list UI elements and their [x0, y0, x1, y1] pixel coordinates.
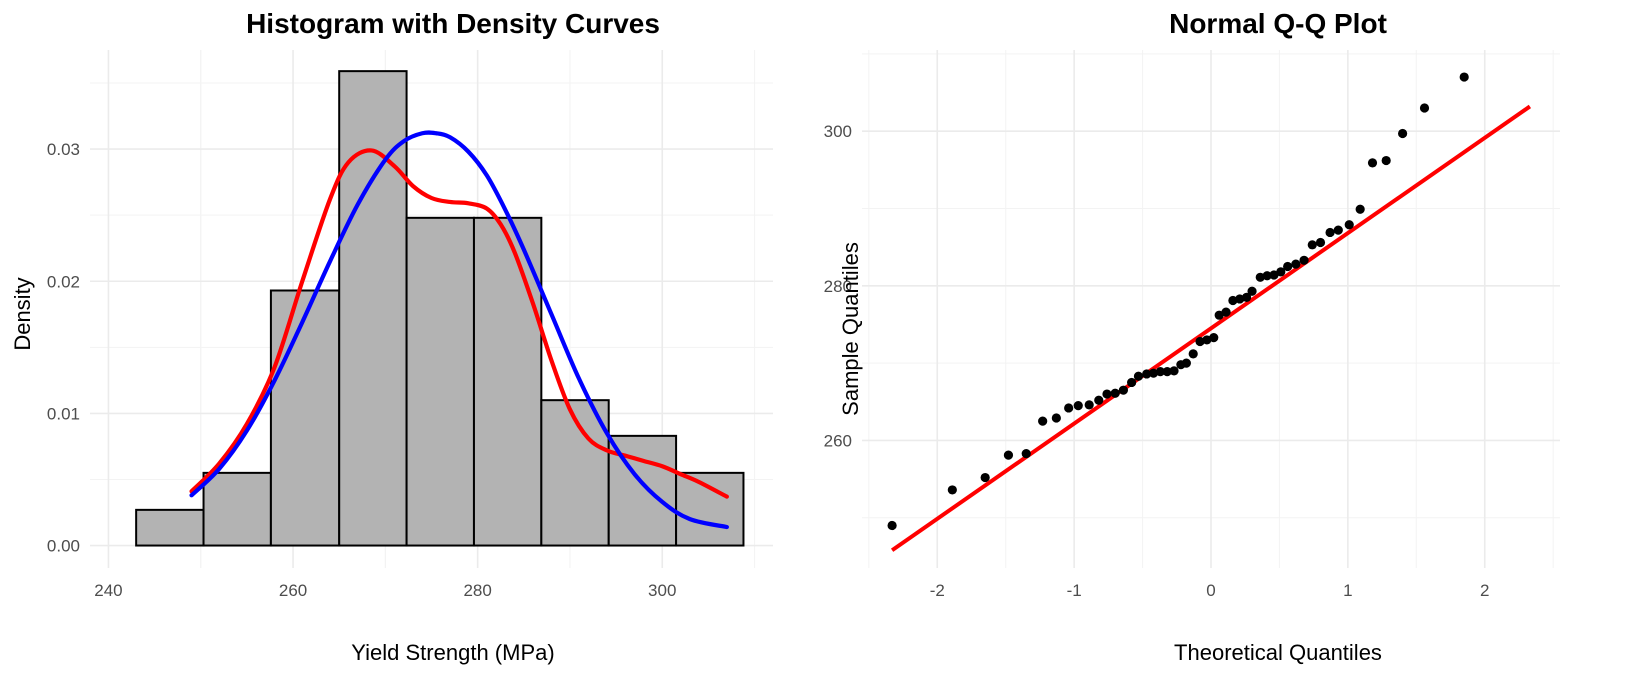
qq-point: [1127, 377, 1137, 388]
qq-point: [1459, 72, 1469, 82]
qq-point: [1195, 336, 1205, 347]
x-tick-label: 240: [94, 581, 122, 600]
qq-point: [1344, 220, 1354, 230]
y-tick-label: 260: [824, 431, 852, 450]
x-tick-label: 2: [1480, 581, 1489, 600]
qq-point: [1247, 286, 1257, 296]
histogram-bar: [202, 471, 272, 547]
qq-point: [1021, 448, 1031, 459]
x-tick-label: -2: [930, 581, 945, 600]
qq-point: [1214, 310, 1224, 320]
qq-title: Normal Q-Q Plot: [1169, 8, 1387, 39]
qq-points: [887, 72, 1469, 531]
qq-point: [1188, 349, 1198, 359]
qq-point: [1398, 128, 1408, 139]
qq-point: [1142, 369, 1152, 379]
qq-point: [1283, 261, 1293, 272]
y-tick-label: 280: [824, 277, 852, 296]
x-tick-label: 260: [279, 581, 307, 600]
histogram-bar: [675, 471, 745, 547]
qq-point: [1155, 367, 1165, 377]
qq-point: [1148, 368, 1159, 378]
histogram-y-tick-labels: 0.00 0.01 0.02 0.03: [47, 140, 80, 555]
qq-reference-line-group: [890, 104, 1532, 552]
qq-point: [1325, 227, 1335, 238]
qq-point: [1094, 395, 1104, 405]
qq-x-tick-labels: -2 -1 0 1 2: [930, 581, 1490, 600]
x-tick-label: 280: [463, 581, 491, 600]
qq-point: [1355, 204, 1365, 214]
qq-point: [1228, 295, 1238, 306]
histogram-bar: [338, 70, 408, 547]
qq-point: [1169, 366, 1179, 376]
histogram-bars: [135, 70, 745, 547]
qq-point: [1367, 158, 1378, 168]
qq-point: [1110, 388, 1120, 398]
y-tick-label: 0.02: [47, 272, 80, 291]
histogram-x-axis-title: Yield Strength (MPa): [351, 640, 554, 665]
qq-point: [1333, 225, 1343, 235]
qq-gridlines: [862, 50, 1560, 568]
y-tick-label: 0.00: [47, 537, 80, 556]
qq-point: [1051, 413, 1061, 423]
histogram-bar: [135, 508, 205, 547]
qq-point: [1307, 240, 1317, 250]
qq-point: [1073, 401, 1083, 411]
qq-point: [1419, 103, 1430, 113]
qq-point: [1262, 271, 1272, 281]
red-density-curve: [189, 148, 729, 499]
qq-point: [1084, 400, 1094, 410]
qq-point: [1381, 155, 1391, 166]
qq-point: [947, 485, 957, 495]
qq-point: [1209, 333, 1219, 343]
histogram-bar: [269, 289, 341, 547]
qq-point: [1133, 371, 1144, 381]
qq-point: [1255, 272, 1265, 282]
x-tick-label: 300: [648, 581, 676, 600]
histogram-panel: 240 260 280 300 0.00 0.01 0.02 0.03 Histogram …: [10, 8, 773, 665]
histogram-bar: [405, 216, 475, 547]
qq-point: [1003, 450, 1014, 460]
qq-point: [1118, 385, 1129, 395]
blue-density-curve: [189, 130, 729, 530]
qq-y-axis-title: Sample Quantiles: [838, 242, 863, 416]
qq-point: [1315, 237, 1326, 248]
y-tick-label: 300: [824, 122, 852, 141]
qq-point: [980, 472, 990, 483]
qq-x-axis-title: Theoretical Quantiles: [1174, 640, 1382, 665]
histogram-y-axis-title: Density: [10, 277, 35, 350]
qq-point: [887, 520, 897, 531]
x-tick-label: 0: [1206, 581, 1215, 600]
qq-point: [1038, 416, 1048, 426]
qq-point: [1269, 270, 1279, 280]
qq-y-tick-labels: 260 280 300: [824, 122, 852, 450]
qq-point: [1299, 255, 1309, 265]
y-tick-label: 0.01: [47, 404, 80, 423]
histogram-title: Histogram with Density Curves: [246, 8, 660, 39]
qq-point: [1235, 294, 1245, 304]
density-curves: [189, 130, 729, 530]
histogram-bar: [540, 399, 610, 547]
qq-point: [1064, 403, 1074, 413]
qq-plot-panel: -2 -1 0 1 2 260 280 300 Normal Q-Q Plot Theore…: [824, 8, 1560, 665]
qq-reference-line: [890, 104, 1532, 552]
qq-point: [1276, 267, 1286, 277]
qq-point: [1221, 307, 1231, 317]
qq-point: [1241, 292, 1252, 303]
qq-point: [1102, 389, 1112, 399]
x-tick-label: -1: [1067, 581, 1082, 600]
qq-point: [1181, 358, 1191, 368]
qq-point: [1162, 367, 1172, 377]
qq-point: [1291, 259, 1301, 269]
y-tick-label: 0.03: [47, 140, 80, 159]
histogram-x-tick-labels: 240 260 280 300: [94, 581, 676, 600]
x-tick-label: 1: [1343, 581, 1352, 600]
